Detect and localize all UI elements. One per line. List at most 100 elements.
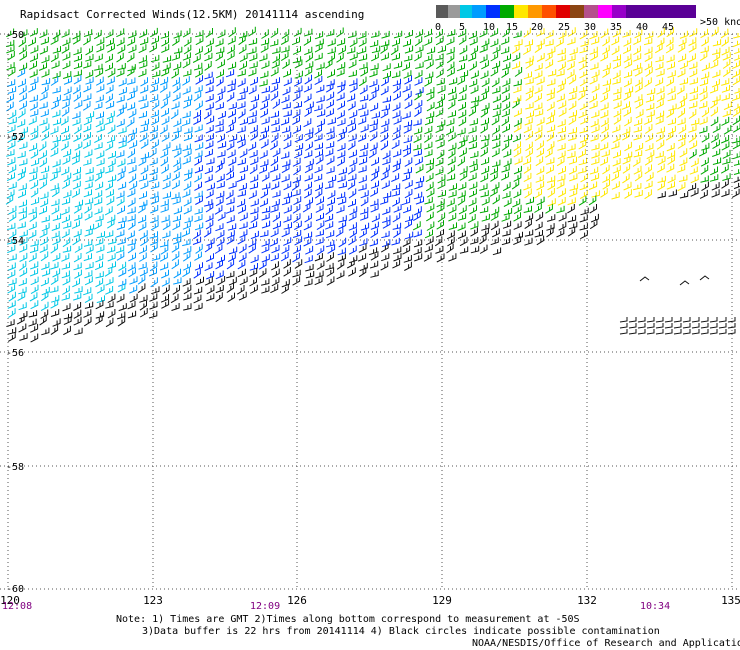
wind-barb — [545, 39, 554, 47]
wind-barb — [513, 165, 522, 175]
wind-barb — [677, 43, 686, 53]
wind-barb — [557, 54, 566, 63]
wind-barb — [283, 267, 291, 277]
wind-barb — [689, 86, 698, 95]
wind-barb — [314, 75, 323, 86]
wind-barb — [50, 275, 59, 286]
wind-barb — [633, 36, 642, 45]
wind-barb — [402, 84, 411, 93]
wind-barb — [217, 212, 226, 222]
wind-barb — [7, 244, 16, 254]
wind-barb — [161, 116, 170, 126]
wind-barb — [281, 125, 291, 134]
wind-barb — [52, 166, 61, 174]
wind-barb — [283, 109, 292, 117]
wind-barb — [95, 253, 104, 263]
wind-barb — [74, 100, 83, 110]
wind-barb — [402, 143, 411, 152]
wind-barb — [249, 53, 258, 62]
wind-barb — [578, 85, 588, 93]
wind-barb — [368, 91, 377, 102]
wind-barb — [360, 190, 369, 199]
wind-barb — [293, 27, 302, 37]
wind-barb — [249, 77, 258, 86]
wind-barb — [127, 133, 135, 144]
wind-barb — [490, 237, 499, 246]
wind-barb — [435, 133, 444, 142]
wind-barb — [601, 124, 609, 134]
wind-barb — [94, 102, 103, 110]
wind-barb — [622, 173, 630, 184]
wind-barb — [161, 44, 170, 53]
wind-barb — [62, 60, 71, 70]
wind-barb — [170, 109, 179, 120]
wind-barb — [656, 68, 665, 77]
wind-barb — [655, 116, 664, 125]
wind-barb — [8, 117, 17, 125]
wind-barb — [7, 327, 17, 335]
wind-barb — [645, 94, 655, 103]
wind-barb — [448, 222, 457, 230]
wind-barb — [61, 206, 70, 216]
legend-swatch — [448, 5, 460, 18]
wind-barb — [194, 222, 204, 231]
wind-barb — [238, 183, 247, 191]
wind-barb — [348, 59, 357, 69]
wind-barb — [258, 260, 267, 270]
wind-barb — [96, 231, 105, 239]
wind-barb — [39, 179, 47, 190]
wind-barb — [139, 294, 148, 303]
wind-barb — [49, 285, 59, 293]
wind-barb — [611, 36, 620, 46]
wind-barb — [710, 116, 719, 127]
wind-barb — [568, 221, 578, 230]
wind-barb — [116, 229, 125, 238]
wind-barb — [105, 181, 113, 191]
wind-barb — [689, 140, 698, 150]
wind-barb — [534, 221, 543, 231]
wind-barb — [368, 247, 378, 256]
wind-barb — [260, 139, 269, 149]
map-title: Rapidsact Corrected Winds(12.5KM) 201411… — [20, 8, 365, 21]
wind-barb — [172, 214, 181, 222]
wind-barb — [415, 87, 424, 95]
legend-swatch — [500, 5, 514, 18]
wind-barb — [118, 102, 127, 111]
wind-barb — [512, 52, 521, 62]
wind-barb — [314, 188, 323, 199]
wind-barb — [149, 167, 158, 176]
wind-barb — [612, 124, 621, 133]
lat-label: -50 — [6, 30, 24, 41]
wind-barb — [469, 205, 477, 215]
wind-barb — [348, 149, 357, 158]
wind-barb — [173, 46, 183, 54]
wind-barb — [95, 300, 104, 310]
wind-barb — [721, 116, 730, 126]
wind-barb — [722, 149, 731, 159]
wind-barb — [436, 203, 445, 213]
wind-barb — [16, 315, 25, 325]
wind-barb — [580, 39, 589, 47]
wind-barb — [260, 125, 269, 134]
wind-barb — [271, 244, 280, 254]
wind-barb — [577, 166, 587, 174]
wind-barb — [205, 189, 214, 199]
wind-barb — [514, 156, 523, 165]
wind-barb — [150, 109, 159, 118]
wind-barb — [458, 84, 467, 95]
wind-barb — [250, 94, 259, 103]
wind-barb — [261, 206, 271, 214]
wind-barb — [502, 220, 512, 229]
wind-barb — [469, 151, 479, 159]
wind-barb — [6, 101, 14, 112]
wind-barb — [18, 199, 27, 208]
wind-barb — [38, 62, 47, 71]
wind-barb — [327, 46, 336, 55]
wind-barb — [677, 68, 686, 78]
wind-barb — [731, 136, 740, 144]
wind-barb — [633, 132, 642, 141]
wind-barb — [656, 163, 665, 173]
wind-barb — [160, 98, 168, 109]
wind-barb — [637, 329, 646, 335]
wind-barb — [216, 173, 225, 183]
